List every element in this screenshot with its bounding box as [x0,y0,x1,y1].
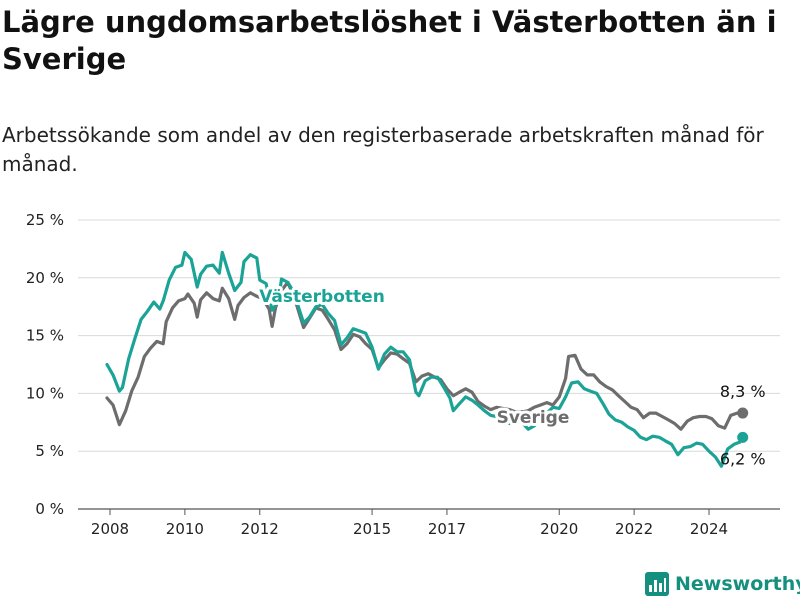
y-axis-ticks: 0 % 5 % 10 % 15 % 20 % 25 % [26,211,64,518]
x-tick-label: 2012 [241,520,279,538]
series-labels: 8,3 %6,2 %VästerbottenVästerbottenSverig… [256,284,766,468]
x-tick-label: 2008 [91,520,129,538]
end-value-label-vasterbotten: 6,2 % [720,449,766,468]
x-axis-ticks: 2008 2010 2012 2015 2017 2020 2022 2024 [91,509,728,538]
y-tick-label: 0 % [35,500,64,518]
chart-title: Lägre ungdomsarbetslöshet i Västerbotten… [2,5,777,76]
newsworthy-logo: Newsworthy [645,570,800,598]
end-value-label-sverige: 8,3 % [720,382,766,401]
x-tick-label: 2010 [166,520,204,538]
x-tick-label: 2024 [690,520,728,538]
series-name-halo-sverige: Sverige [497,408,570,428]
x-tick-label: 2015 [353,520,391,538]
series-line-sverige [105,280,745,431]
bar-chart-logo-icon [645,572,669,596]
x-tick-label: 2022 [615,520,653,538]
x-tick-label: 2020 [540,520,578,538]
series-lines [105,250,749,468]
y-tick-label: 15 % [26,327,64,345]
y-tick-label: 20 % [26,269,64,287]
chart-subtitle: Arbetssökande som andel av den registerb… [2,123,764,176]
logo-text: Newsworthy [675,573,800,595]
series-line-vasterbotten [105,250,745,468]
y-tick-label: 10 % [26,384,64,402]
series-name-vasterbotten: Västerbotten [259,287,385,307]
end-point-vasterbotten [737,431,749,443]
y-tick-label: 25 % [26,211,64,229]
series-name-halo-vasterbotten: Västerbotten [259,287,385,307]
y-tick-label: 5 % [35,442,64,460]
x-tick-label: 2017 [428,520,466,538]
end-point-sverige [737,407,749,419]
series-name-sverige: Sverige [497,408,570,428]
